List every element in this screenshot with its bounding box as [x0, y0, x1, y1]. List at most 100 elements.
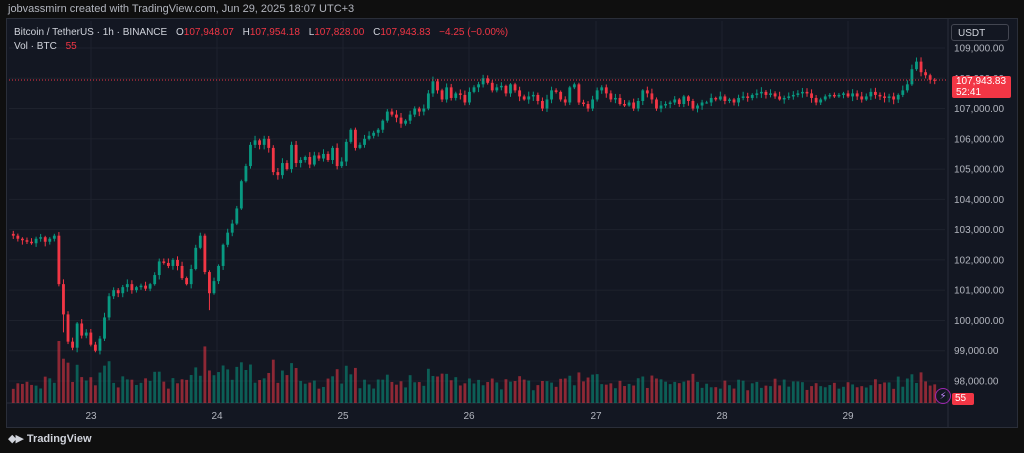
candle-body: [203, 235, 207, 273]
candle-body: [322, 153, 325, 159]
candle-body: [185, 278, 189, 285]
candle-body: [449, 87, 453, 98]
candle-body: [148, 284, 152, 289]
y-tick-label: 105,000.00: [954, 165, 1004, 176]
candle-body: [764, 91, 768, 95]
volume-bar: [782, 379, 786, 403]
volume-bar: [851, 384, 855, 403]
candle-body: [910, 69, 914, 85]
candle-body: [445, 87, 449, 100]
candle-body: [723, 96, 727, 101]
candle-body: [846, 93, 850, 97]
chart-frame[interactable]: [6, 18, 1018, 428]
caption-bar: jobvassmirn created with TradingView.com…: [0, 0, 1024, 18]
candle-body: [84, 332, 88, 336]
candle-body: [30, 241, 33, 244]
candle-body: [627, 102, 631, 106]
candle-body: [20, 238, 24, 241]
volume-bar: [203, 346, 207, 403]
volume-bar: [686, 380, 690, 403]
volume-bar: [103, 365, 106, 403]
candle-body: [157, 261, 161, 276]
volume-bar: [846, 382, 850, 403]
candle-body: [139, 285, 143, 288]
low-label: L: [308, 27, 315, 38]
volume-bar: [335, 369, 339, 403]
candle-body: [832, 94, 836, 97]
candle-body: [153, 275, 157, 285]
volume-bar: [285, 375, 289, 403]
candle-body: [372, 132, 376, 136]
volume-bar: [928, 385, 932, 403]
candle-body: [686, 96, 690, 101]
y-tick-label: 102,000.00: [954, 255, 1004, 266]
volume-bar: [832, 382, 836, 403]
volume-bar: [864, 387, 868, 403]
volume-bar: [755, 381, 759, 403]
candle-body: [563, 99, 567, 103]
volume-bar: [714, 387, 718, 403]
candle-body: [823, 96, 827, 100]
volume-bar: [194, 367, 198, 403]
candle-body: [682, 96, 686, 105]
x-tick-label: 28: [716, 411, 728, 422]
volume-bar: [408, 375, 412, 403]
candle-body: [691, 100, 695, 109]
volume-bar: [148, 380, 152, 403]
lightning-icon[interactable]: ⚡: [935, 388, 951, 404]
volume-bar: [627, 383, 631, 403]
volume-bar: [376, 379, 380, 403]
volume-bar: [198, 375, 202, 403]
candle-body: [194, 247, 198, 269]
volume-bar: [764, 385, 768, 403]
volume-label[interactable]: Vol · BTC: [14, 41, 57, 52]
volume-bar: [463, 383, 467, 403]
candle-body: [80, 323, 84, 336]
volume-bar: [746, 390, 750, 403]
volume-bar: [604, 384, 608, 403]
volume-bar: [677, 383, 681, 403]
volume-bar: [490, 378, 494, 403]
candle-body: [171, 259, 175, 266]
candle-body: [477, 84, 480, 88]
volume-bar: [445, 373, 449, 403]
volume-bar: [217, 372, 220, 403]
volume-bar: [458, 385, 462, 403]
candle-body: [860, 96, 864, 100]
low-value: 107,828.00: [314, 27, 365, 38]
volume-bar: [144, 378, 147, 403]
candle-body: [705, 102, 709, 104]
candle-body: [586, 104, 590, 109]
candle-body: [253, 140, 257, 145]
footer-brand[interactable]: ◆▶ TradingView: [8, 432, 92, 448]
volume-bar: [486, 382, 490, 403]
symbol-name[interactable]: Bitcoin / TetherUS · 1h · BINANCE: [14, 27, 168, 38]
x-tick-label: 29: [842, 411, 854, 422]
volume-bar: [814, 383, 818, 403]
volume-bar: [545, 381, 549, 403]
candle-body: [604, 87, 608, 94]
currency-button[interactable]: USDT: [951, 24, 1009, 41]
volume-bar: [226, 369, 230, 403]
volume-bar: [89, 377, 93, 403]
volume-bar: [499, 389, 503, 403]
high-value: 107,954.18: [249, 27, 300, 38]
volume-bar: [249, 364, 252, 403]
volume-bar: [34, 385, 38, 403]
candle-body: [363, 138, 366, 145]
candle-body: [308, 156, 312, 165]
volume-bar: [559, 378, 563, 403]
volume-bar: [125, 379, 129, 403]
candle-body: [299, 160, 303, 164]
open-label: O: [175, 27, 184, 38]
y-tick-label: 106,000.00: [954, 134, 1004, 145]
y-tick-label: 99,000.00: [954, 346, 999, 357]
volume-bar: [71, 381, 74, 403]
candle-body: [16, 235, 20, 239]
candlestick-chart[interactable]: 109,000.00108,000.00107,000.00106,000.00…: [7, 19, 1017, 427]
volume-bar: [495, 382, 499, 403]
candle-body: [208, 272, 211, 294]
volume-bar: [750, 383, 754, 403]
volume-bar: [454, 377, 458, 403]
candle-body: [778, 96, 782, 100]
